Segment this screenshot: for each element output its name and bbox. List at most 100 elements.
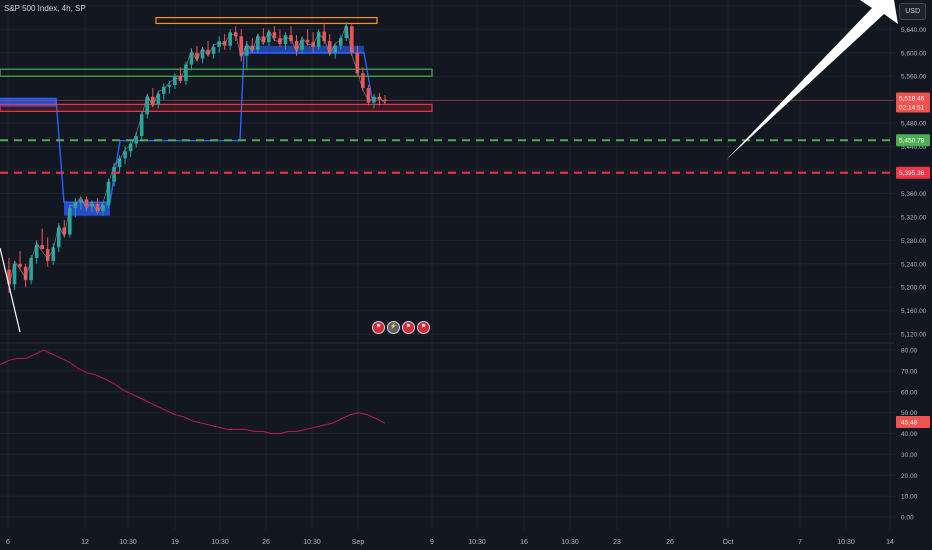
time-tick-label: Sep [352, 539, 365, 546]
drawing-zones [0, 16, 894, 216]
candle-body [101, 205, 105, 212]
candle-body [145, 96, 150, 115]
price-tick-label: 5,480.00 [901, 121, 927, 128]
price-tick-label: 5,560.00 [901, 74, 927, 81]
candle-body [294, 41, 299, 50]
rsi-tick-label: 30.00 [901, 452, 918, 459]
candle-body [344, 26, 349, 39]
flag-icon[interactable]: ⚑ [372, 321, 385, 334]
candle-body [322, 31, 326, 42]
candle-body [34, 245, 39, 258]
time-tick-label: 7 [798, 539, 802, 546]
time-tick-label: 10:30 [561, 539, 579, 546]
candle-body [23, 266, 28, 281]
candle-body [95, 204, 100, 212]
candle-body [305, 39, 310, 43]
candle-body [128, 143, 133, 152]
time-tick-label: 16 [520, 539, 528, 546]
price-tick-label: 5,640.00 [901, 27, 927, 34]
time-tick-label: 10:30 [468, 539, 486, 546]
candle-body [283, 35, 288, 44]
candle-body [244, 45, 249, 56]
candle-body [18, 263, 22, 267]
candle-body [184, 64, 188, 81]
symbol-legend[interactable]: S&P 500 Index, 4h, SP [4, 4, 86, 13]
price-tick-label: 5,240.00 [901, 261, 927, 268]
rsi-tick-label: 70.00 [901, 368, 918, 375]
event-badges[interactable]: ⚑ ⚡ ⚑ ⚑ [372, 321, 430, 334]
red-support-box [0, 103, 433, 112]
candle-body [361, 73, 365, 88]
candle-body [29, 257, 33, 281]
time-tick-label: 19 [171, 539, 179, 546]
candle-body [377, 96, 382, 100]
candle-body [150, 96, 155, 105]
last-price-tag [896, 92, 930, 113]
rsi-tick-label: 10.00 [901, 494, 918, 501]
candle-body [68, 208, 72, 235]
candle-body [289, 35, 293, 42]
candle-body [261, 36, 266, 43]
candle-body [112, 167, 116, 182]
time-tick-label: 10:30 [211, 539, 229, 546]
candle-body [56, 227, 61, 248]
candle-body [51, 247, 56, 261]
candle-body [355, 52, 360, 74]
price-axis-bg [894, 0, 932, 550]
green-level-box [0, 68, 433, 77]
candle-body [217, 41, 221, 47]
rsi-value-tag [896, 416, 930, 429]
candle-body [366, 87, 371, 103]
time-tick-label: 10:30 [119, 539, 137, 546]
bolt-icon[interactable]: ⚡ [387, 321, 400, 334]
time-tick-label: 26 [666, 539, 674, 546]
time-tick-label: Oct [723, 539, 734, 546]
rsi-tick-label: 60.00 [901, 389, 918, 396]
candle-body [156, 93, 161, 105]
candle-body [73, 202, 78, 209]
time-tick-label: 23 [613, 539, 621, 546]
price-tick-label: 5,600.00 [901, 50, 927, 57]
candle-body [278, 38, 282, 44]
price-tick-label: 5,120.00 [901, 332, 927, 339]
candle-body [350, 26, 354, 53]
candle-body [211, 46, 216, 54]
currency-button[interactable]: USD [899, 3, 926, 20]
flag-icon[interactable]: ⚑ [417, 321, 430, 334]
price-tick-label: 5,280.00 [901, 238, 927, 245]
drawing-overlay[interactable] [0, 0, 898, 333]
rsi-tick-label: 40.00 [901, 431, 918, 438]
candle-body [267, 32, 271, 43]
time-tick-label: 10:30 [837, 539, 855, 546]
candle-body [300, 39, 304, 50]
candle-body [327, 41, 332, 53]
candle-body [338, 38, 343, 46]
candle-body [316, 31, 321, 47]
candle-body [250, 45, 255, 50]
level-price-tag [896, 166, 930, 179]
price-axis[interactable]: 5,680.005,640.005,600.005,560.005,520.00… [894, 0, 932, 550]
candle-body [162, 86, 166, 94]
rsi-panel [0, 349, 386, 434]
candle-body [333, 45, 338, 53]
candle-body [228, 32, 232, 46]
rsi-tick-label: 20.00 [901, 473, 918, 480]
candle-body [173, 76, 177, 85]
candle-body [200, 49, 205, 59]
time-axis[interactable]: 6 12 10:30 19 10:30 26 10:30 Sep 9 10:30 16 10:30 23… [6, 539, 894, 546]
time-tick-label: 12 [81, 539, 89, 546]
time-tick-label: 26 [262, 539, 270, 546]
candle-body [134, 136, 138, 144]
candle-body [45, 249, 50, 261]
rsi-value-label: 45.48 [901, 420, 918, 427]
candle-body [139, 114, 144, 136]
grid-lines [0, 0, 932, 530]
candle-body [84, 199, 89, 207]
horizontal-levels [0, 139, 894, 174]
candle-body [106, 181, 111, 206]
last-price-label: 5,518.46 [899, 96, 925, 103]
flag-icon[interactable]: ⚑ [402, 321, 415, 334]
price-tick-label: 5,320.00 [901, 214, 927, 221]
level-price-tag [896, 134, 930, 147]
